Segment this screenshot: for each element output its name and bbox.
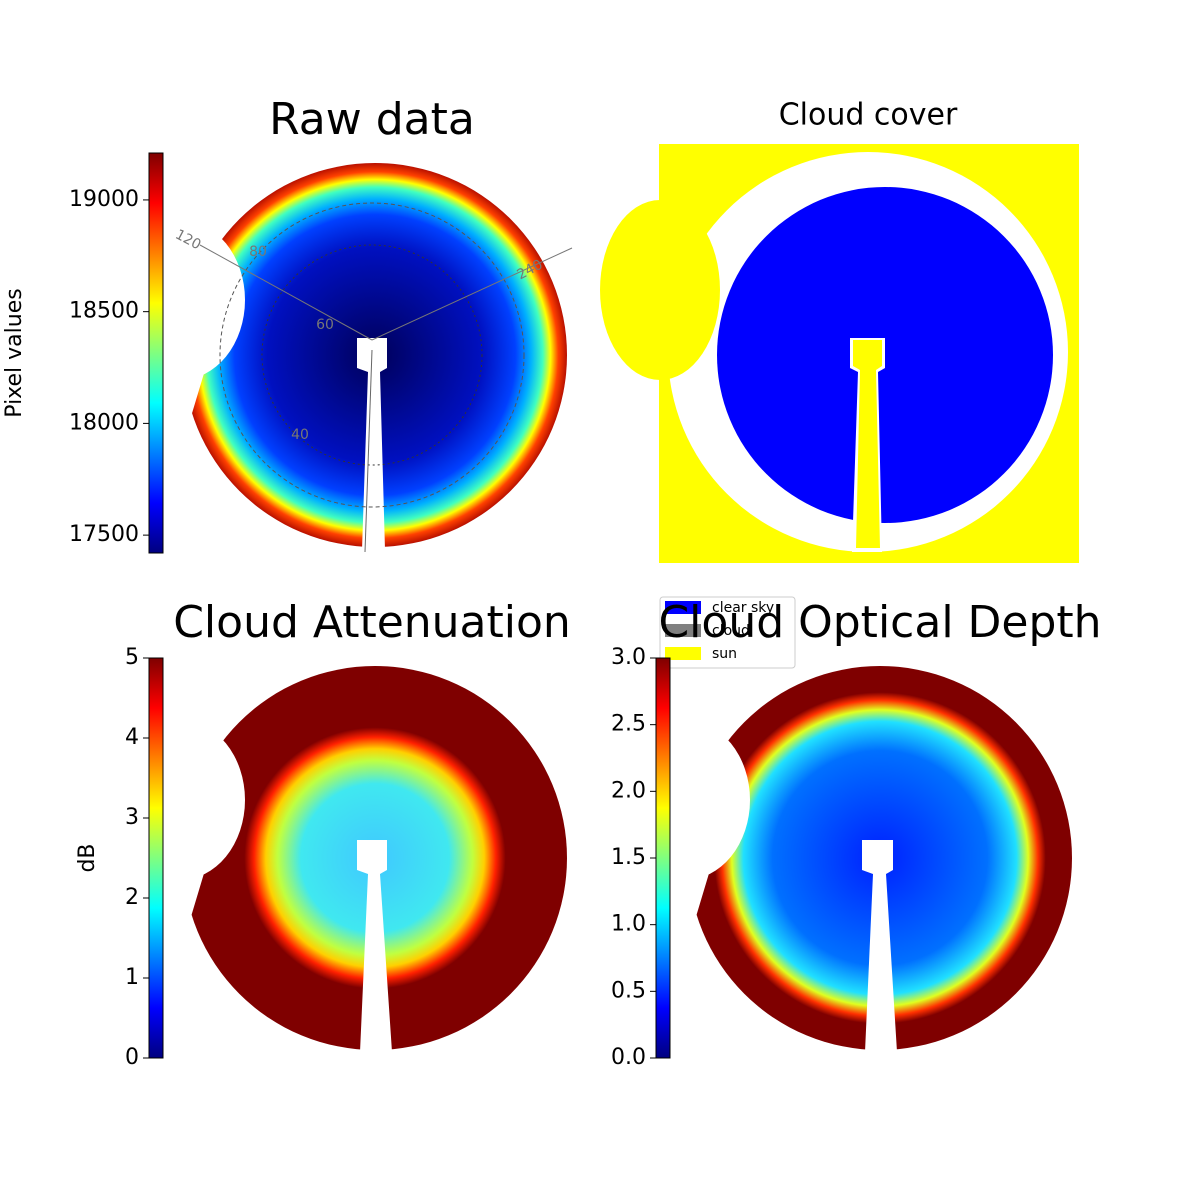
attenuation-image [115, 666, 567, 1052]
tick-label: 0.5 [611, 978, 646, 1003]
tick-label: 1 [125, 965, 139, 990]
tick-label: 4 [125, 725, 139, 750]
legend-swatch [665, 624, 701, 637]
optical-depth-image [620, 666, 1072, 1052]
tick-label: 2 [125, 885, 139, 910]
tick-label: 17500 [69, 522, 139, 547]
tick-label: 1.5 [611, 845, 646, 870]
panel-title: Cloud Attenuation [173, 597, 571, 648]
colorbar-label: dB [75, 843, 100, 872]
polar-annotation: 60 [316, 317, 334, 333]
legend-label: cloud [712, 623, 750, 639]
tick-label: 0 [125, 1045, 139, 1070]
colorbar [148, 152, 164, 554]
legend-label: clear sky [712, 600, 774, 616]
panel-title: Raw data [269, 94, 475, 145]
colorbar [655, 657, 671, 1059]
cloud-cover-image [600, 144, 1079, 563]
tick-label: 1.0 [611, 912, 646, 937]
polar-annotation: 40 [291, 427, 309, 443]
polar-annotation: 80 [249, 244, 267, 260]
tick-label: 19000 [69, 187, 139, 212]
tick-label: 5 [125, 645, 139, 670]
colorbar [148, 657, 164, 1059]
panel-title: Cloud cover [779, 98, 958, 133]
tick-label: 0.0 [611, 1045, 646, 1070]
tick-label: 18000 [69, 410, 139, 435]
legend-label: sun [712, 646, 737, 662]
panel-title: Cloud Optical Depth [658, 597, 1101, 648]
tick-label: 3 [125, 805, 139, 830]
raw-image [115, 163, 573, 553]
tick-label: 18500 [69, 299, 139, 324]
legend-swatch [665, 601, 701, 614]
legend-swatch [665, 647, 701, 660]
tick-label: 2.0 [611, 778, 646, 803]
tick-label: 3.0 [611, 645, 646, 670]
colorbar-label: Pixel values [2, 288, 27, 417]
tick-label: 2.5 [611, 712, 646, 737]
